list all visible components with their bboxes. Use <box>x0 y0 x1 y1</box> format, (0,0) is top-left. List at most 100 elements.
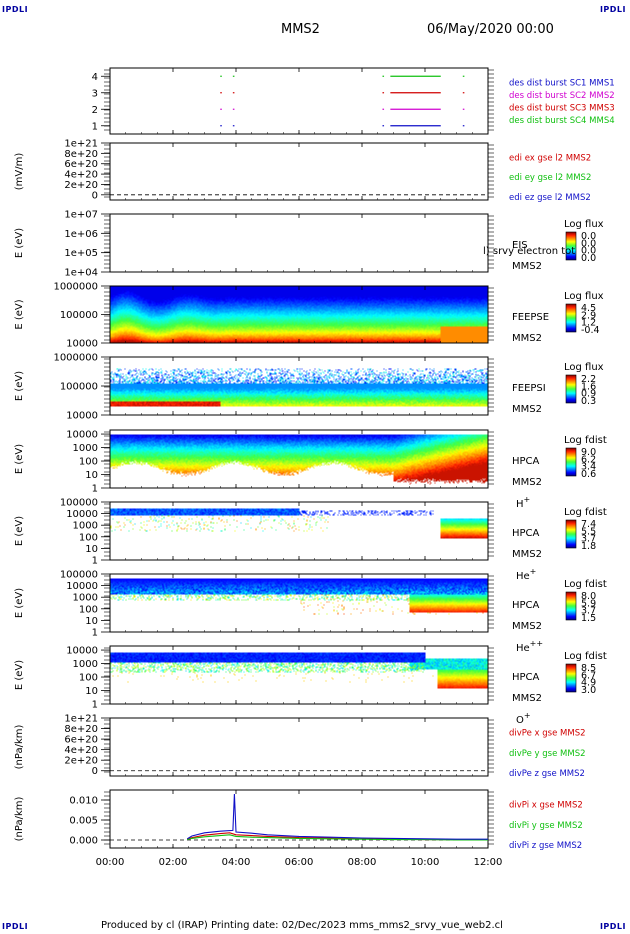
y-tick-label-feepse: 100000 <box>60 310 98 321</box>
instrument-label-hpca_o: HPCA <box>512 672 540 683</box>
y-tick-label-feepse: 1000000 <box>53 282 98 293</box>
y-axis-label-feepse: E (eV) <box>14 299 25 329</box>
y-axis-label-hpca_he: E (eV) <box>14 516 25 546</box>
legend-entry-burst: des dist burst SC1 MMS1 <box>509 79 615 89</box>
colorbar-hpca_hepp <box>565 591 577 621</box>
corner-label-bottom-left: IPDLI <box>2 922 29 931</box>
colorbar-tick-hpca_he: 1.8 <box>581 541 596 552</box>
x-tick-label: 06:00 <box>285 857 314 868</box>
y-tick-label-hpca_he: 1000 <box>73 521 98 532</box>
colorbar-eis <box>565 231 577 261</box>
colorbar-tick-hpca_he: 5.5 <box>581 526 596 537</box>
overlay-text-eis: l) srvy electron tot <box>483 246 575 257</box>
colorbar-tick-hpca_o: 6.7 <box>581 670 596 681</box>
species-label-hpca_he: He+ <box>516 567 536 582</box>
spectrogram-image-hpca_hepp <box>110 574 488 632</box>
colorbar-hpca_he <box>565 519 577 549</box>
y-tick-label-hpca_o: 10000 <box>66 646 98 657</box>
colorbar-tick-hpca_h: 0.6 <box>581 469 596 480</box>
corner-label-top-right: IPDLI <box>599 5 626 14</box>
spectrogram-image-hpca_o <box>110 646 488 704</box>
axes-layer: 1 2 3 4 des dist burst SC1 MMS1 des dist burs… <box>14 67 615 868</box>
legend-entry-burst: des dist burst SC4 MMS4 <box>509 116 615 126</box>
colorbar-tick-hpca_o: 3.0 <box>581 685 596 696</box>
y-tick-label-edi: 4e+20 <box>64 170 98 181</box>
y-tick-label-edi: 1e+21 <box>64 139 98 150</box>
x-tick-label: 02:00 <box>159 857 188 868</box>
colorbar-feepse <box>565 303 577 333</box>
y-tick-label-divpe: 0 <box>92 766 98 777</box>
y-tick-label-divpe: 6e+20 <box>64 735 98 746</box>
y-tick-label-hpca_he: 1 <box>92 556 98 567</box>
y-tick-label-hpca_o: 10 <box>85 686 98 697</box>
series-line-divPi-y-gse-MMS2 <box>187 834 488 841</box>
spacecraft-label-hpca_h: MMS2 <box>512 477 542 488</box>
x-tick-label: 12:00 <box>474 857 503 868</box>
colorbar-hpca_h <box>565 447 577 477</box>
legend-entry-edi: edi ex gse l2 MMS2 <box>509 153 591 163</box>
y-tick-label-eis: 1e+06 <box>64 229 98 240</box>
y-axis-label-hpca_hepp: E (eV) <box>14 588 25 618</box>
species-label-hpca_o: O+ <box>516 711 531 726</box>
y-tick-label-feepse: 10000 <box>66 339 98 350</box>
y-tick-label-divpe: 4e+20 <box>64 745 98 756</box>
spectrogram-layer <box>110 286 488 704</box>
y-tick-label-hpca_h: 100 <box>79 457 98 468</box>
colorbar-tick-eis: 0.0 <box>581 238 596 249</box>
y-tick-label-hpca_h: 1000 <box>73 443 98 454</box>
y-tick-label-hpca_he: 100000 <box>60 498 98 509</box>
colorbar-tick-hpca_hepp: 5.9 <box>581 598 596 609</box>
colorbar-tick-feepsi: 1.6 <box>581 381 596 392</box>
y-tick-label-hpca_hepp: 10 <box>85 616 98 627</box>
y-tick-label-edi: 0 <box>92 190 98 201</box>
colorbar-tick-hpca_he: 3.7 <box>581 534 596 545</box>
y-tick-label-hpca_o: 1000 <box>73 659 98 670</box>
colorbar-tick-feepsi: 0.9 <box>581 389 596 400</box>
legend-entry-divpi: divPi y gse MMS2 <box>509 821 583 831</box>
corner-label-bottom-right: IPDLI <box>599 922 626 931</box>
colorbar-title-hpca_hepp: Log fdist <box>564 579 607 590</box>
y-axis-label-divpi: (nPa/km) <box>14 797 25 842</box>
y-tick-label-hpca_he: 10000 <box>66 509 98 520</box>
y-tick-label-hpca_hepp: 100 <box>79 604 98 615</box>
y-tick-label-edi: 8e+20 <box>64 149 98 160</box>
colorbar-tick-eis: 0.0 <box>581 253 596 264</box>
panel-frame-eis <box>109 213 489 273</box>
colorbar-title-feepsi: Log flux <box>564 362 604 373</box>
colorbar-title-feepse: Log flux <box>564 291 604 302</box>
species-label-hpca_h: H+ <box>516 495 530 510</box>
colorbar-title-hpca_h: Log fdist <box>564 435 607 446</box>
y-tick-label-hpca_hepp: 1 <box>92 628 98 639</box>
footer-info: Produced by cl (IRAP) Printing date: 02/… <box>101 920 503 931</box>
legend-entry-divpe: divPe y gse MMS2 <box>509 749 586 759</box>
colorbar-hpca_o <box>565 663 577 693</box>
y-tick-label-edi: 2e+20 <box>64 180 98 191</box>
y-tick-label-hpca_hepp: 10000 <box>66 581 98 592</box>
y-tick-label-burst: 3 <box>92 88 98 99</box>
spacecraft-label-hpca_hepp: MMS2 <box>512 621 542 632</box>
colorbar-tick-feepse: 4.5 <box>581 303 596 314</box>
y-tick-label-burst: 1 <box>92 121 98 132</box>
panel-frame-burst <box>109 67 489 135</box>
x-tick-label: 10:00 <box>411 857 440 868</box>
y-tick-label-hpca_h: 1 <box>92 484 98 495</box>
y-tick-label-burst: 2 <box>92 105 98 116</box>
colorbar-tick-hpca_h: 9.0 <box>581 447 596 458</box>
instrument-label-feepse: FEEPSE <box>512 312 549 323</box>
spacecraft-label-hpca_he: MMS2 <box>512 549 542 560</box>
x-tick-label: 04:00 <box>222 857 251 868</box>
series-line-divPi-z-gse-MMS2 <box>186 793 488 840</box>
panel-frame-divpe <box>109 717 489 777</box>
y-tick-label-divpe: 8e+20 <box>64 724 98 735</box>
colorbar-title-hpca_o: Log fdist <box>564 651 607 662</box>
y-tick-label-divpi: 0.000 <box>69 836 98 847</box>
y-axis-label-hpca_h: E (eV) <box>14 444 25 474</box>
mission-title: MMS2 <box>281 22 320 37</box>
colorbar-tick-feepsi: 2.2 <box>581 374 596 385</box>
spectrogram-image-hpca_he <box>110 502 488 560</box>
colorbar-feepsi <box>565 374 577 404</box>
y-tick-label-hpca_hepp: 1000 <box>73 593 98 604</box>
y-tick-label-burst: 4 <box>92 72 98 83</box>
colorbar-tick-hpca_hepp: 8.0 <box>581 591 596 602</box>
